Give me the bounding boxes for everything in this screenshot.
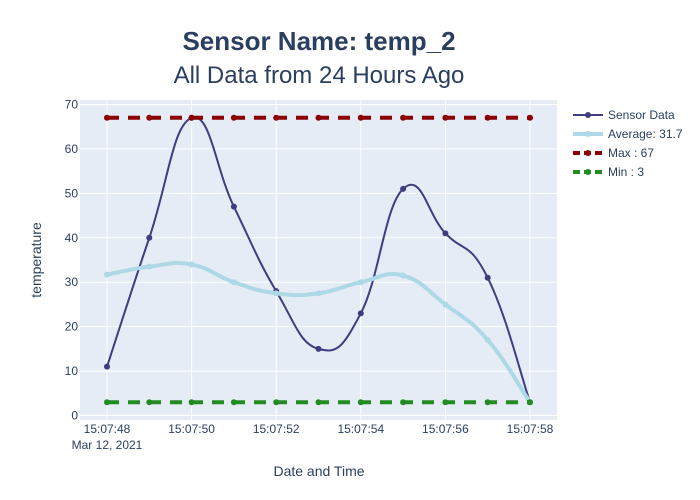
legend: Sensor Data Average: 31.7 Max : 67 Min : 3 [573,108,683,179]
data-point[interactable] [357,279,364,286]
data-point[interactable] [104,114,110,121]
y-axis-title: temperature [28,222,44,298]
plot-area [80,100,557,420]
chart-subtitle: All Data from 24 Hours Ago [174,62,465,89]
data-point[interactable] [273,399,280,406]
data-point[interactable] [484,337,491,343]
tick-labels: 0 10 20 30 40 50 60 70 15:07:48 15:07:50 15:07:52 1… [65,97,554,452]
data-point[interactable] [273,290,280,297]
data-point[interactable] [188,114,195,121]
data-point[interactable] [230,114,237,121]
x-tick-label: 15:07:54 [337,422,384,436]
series-group [104,399,533,406]
legend-marker [585,131,591,137]
data-point[interactable] [273,114,280,121]
data-point[interactable] [442,301,449,308]
data-point[interactable] [104,271,110,278]
y-tick-label: 40 [65,231,79,245]
x-tick-label: 15:07:56 [422,422,469,436]
data-point[interactable] [442,114,449,121]
data-point[interactable] [484,274,491,281]
legend-label: Sensor Data [608,108,675,122]
data-point[interactable] [357,310,364,317]
legend-item[interactable]: Max : 67 [573,146,654,160]
data-point[interactable] [442,230,449,237]
x-tick-label: 15:07:50 [168,422,215,436]
x-tick-label: 15:07:52 [253,422,300,436]
data-point[interactable] [400,272,407,279]
data-point[interactable] [527,114,533,121]
series-layer [104,114,533,406]
legend-item[interactable]: Min : 3 [573,165,644,179]
x-tick-label: 15:07:58 [507,422,554,436]
legend-item[interactable]: Average: 31.7 [573,127,683,141]
data-point[interactable] [230,399,237,406]
data-point[interactable] [400,185,407,192]
y-tick-label: 20 [65,320,79,334]
x-axis-title: Date and Time [273,463,364,479]
data-point[interactable] [230,203,237,210]
data-point[interactable] [315,399,322,406]
data-point[interactable] [400,114,407,121]
legend-item[interactable]: Sensor Data [573,108,675,122]
data-point[interactable] [315,345,322,352]
legend-label: Max : 67 [608,146,654,160]
y-tick-label: 50 [65,186,79,200]
data-point[interactable] [315,114,322,121]
data-point[interactable] [357,114,364,121]
y-tick-label: 60 [65,142,79,156]
series-group [104,114,533,121]
data-point[interactable] [146,399,153,406]
data-point[interactable] [527,399,533,406]
data-point[interactable] [146,263,153,270]
data-point[interactable] [188,399,195,406]
y-tick-label: 30 [65,275,79,289]
data-point[interactable] [357,399,364,406]
legend-label: Average: 31.7 [608,127,683,141]
data-point[interactable] [315,290,322,297]
data-point[interactable] [484,399,491,406]
data-point[interactable] [146,234,153,241]
chart-title: Sensor Name: temp_2 [182,26,455,56]
data-point[interactable] [484,114,491,121]
legend-label: Min : 3 [608,165,644,179]
series-group [104,261,533,406]
legend-marker [585,150,591,156]
legend-marker [585,169,591,175]
data-point[interactable] [400,399,407,406]
legend-marker [585,112,591,118]
data-point[interactable] [146,114,153,121]
y-tick-label: 70 [65,97,79,111]
grid [80,100,557,420]
data-point[interactable] [104,399,110,406]
data-point[interactable] [188,261,195,268]
data-point[interactable] [230,279,237,286]
y-tick-label: 10 [65,364,79,378]
data-point[interactable] [442,399,449,406]
data-point[interactable] [104,363,110,370]
x-date-label: Mar 12, 2021 [72,438,143,452]
y-tick-label: 0 [71,409,78,423]
x-tick-label: 15:07:48 [84,422,131,436]
